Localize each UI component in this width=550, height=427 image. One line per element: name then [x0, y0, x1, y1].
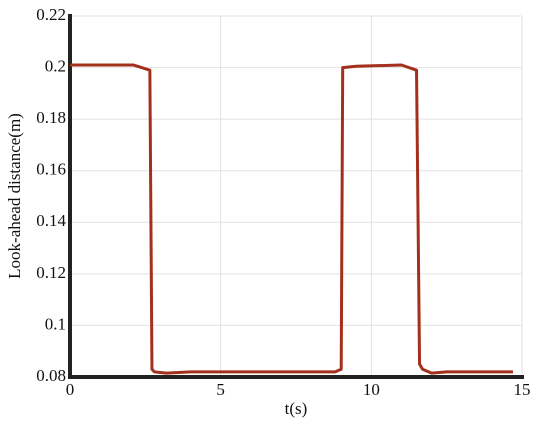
y-axis-label: Look-ahead distance(m)	[5, 113, 24, 279]
y-tick-label: 0.1	[45, 314, 66, 333]
y-tick-label: 0.16	[36, 160, 66, 179]
x-tick-label: 15	[514, 380, 531, 399]
y-tick-label: 0.12	[36, 263, 66, 282]
x-tick-label: 5	[216, 380, 225, 399]
x-tick-label: 10	[363, 380, 380, 399]
x-axis-label: t(s)	[285, 399, 308, 418]
y-tick-label: 0.08	[36, 366, 66, 385]
data-line	[70, 63, 513, 375]
y-tick-label: 0.22	[36, 5, 66, 24]
y-tick-label: 0.14	[36, 211, 66, 230]
x-tick-label: 0	[66, 380, 75, 399]
y-tick-label: 0.18	[36, 108, 66, 127]
y-tick-label: 0.2	[45, 56, 66, 75]
